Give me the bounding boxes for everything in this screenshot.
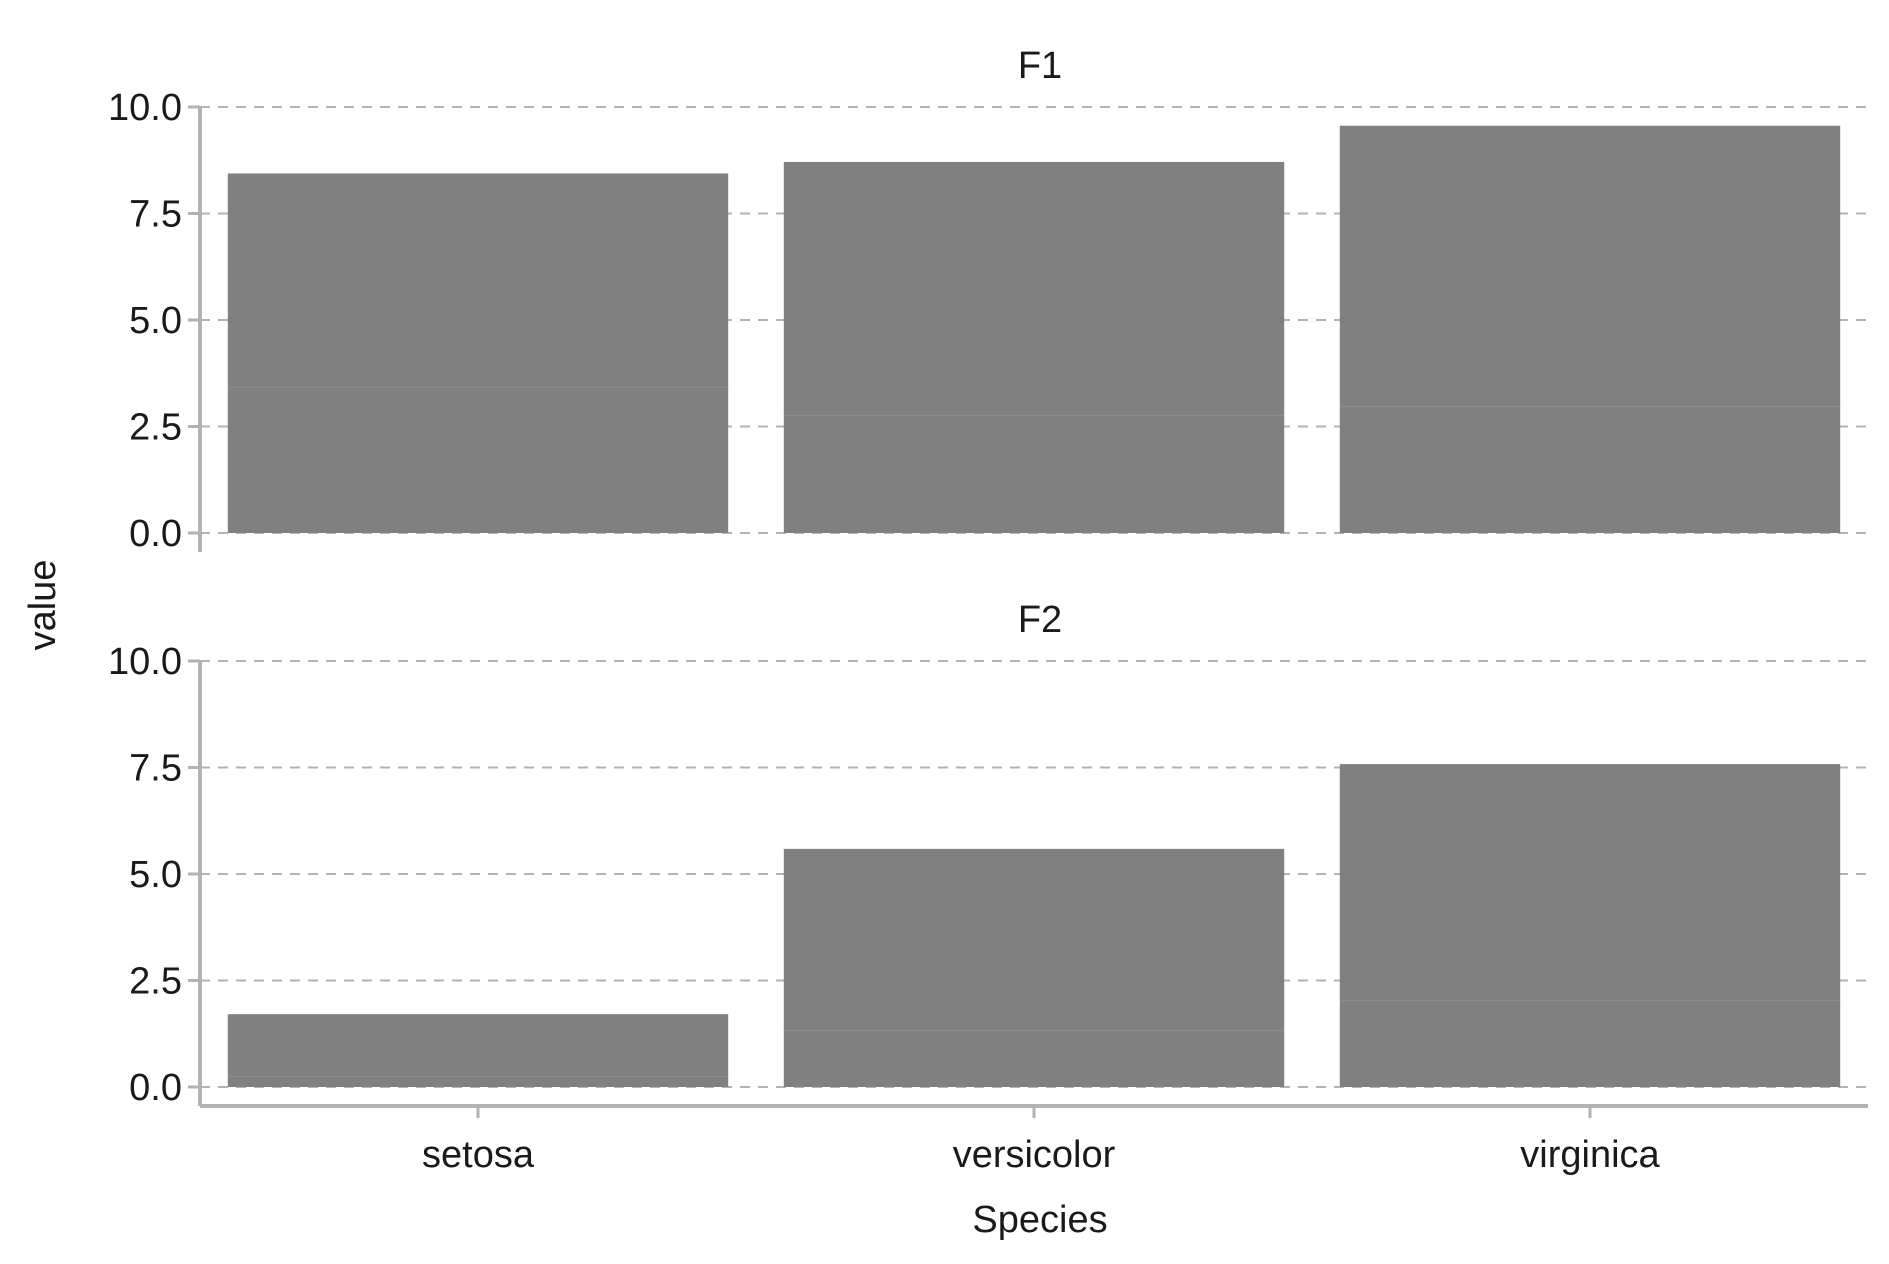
y-tick-label: 5.0 — [129, 300, 182, 342]
y-tick-label: 2.5 — [129, 961, 182, 1003]
bar-segment — [227, 386, 729, 533]
y-tick-label: 0.0 — [129, 1067, 182, 1109]
bar-segment — [1339, 764, 1841, 1001]
bar-segment — [1339, 1000, 1841, 1087]
bar-segment — [1339, 125, 1841, 407]
bar-segment — [783, 414, 1285, 533]
x-tick-label: virginica — [1520, 1134, 1660, 1176]
y-tick-label: 2.5 — [129, 407, 182, 449]
y-tick-label: 5.0 — [129, 854, 182, 896]
bar-segment — [227, 1014, 729, 1077]
y-tick-label: 10.0 — [108, 641, 182, 683]
x-tick-label: setosa — [422, 1134, 535, 1176]
bar-segment — [783, 848, 1285, 1031]
y-tick-label: 7.5 — [129, 194, 182, 236]
y-tick-label: 0.0 — [129, 513, 182, 555]
bar-segment — [227, 173, 729, 387]
facet-title: F2 — [1018, 599, 1062, 641]
bar-segment — [227, 1076, 729, 1087]
bar-segment — [783, 1030, 1285, 1087]
x-axis-title: Species — [972, 1199, 1107, 1241]
bar-segment — [783, 161, 1285, 415]
bar-segment — [1339, 406, 1841, 533]
y-tick-label: 10.0 — [108, 87, 182, 129]
y-axis-title: value — [22, 560, 64, 651]
y-tick-label: 7.5 — [129, 748, 182, 790]
x-tick-label: versicolor — [953, 1134, 1116, 1176]
facet-title: F1 — [1018, 45, 1062, 87]
